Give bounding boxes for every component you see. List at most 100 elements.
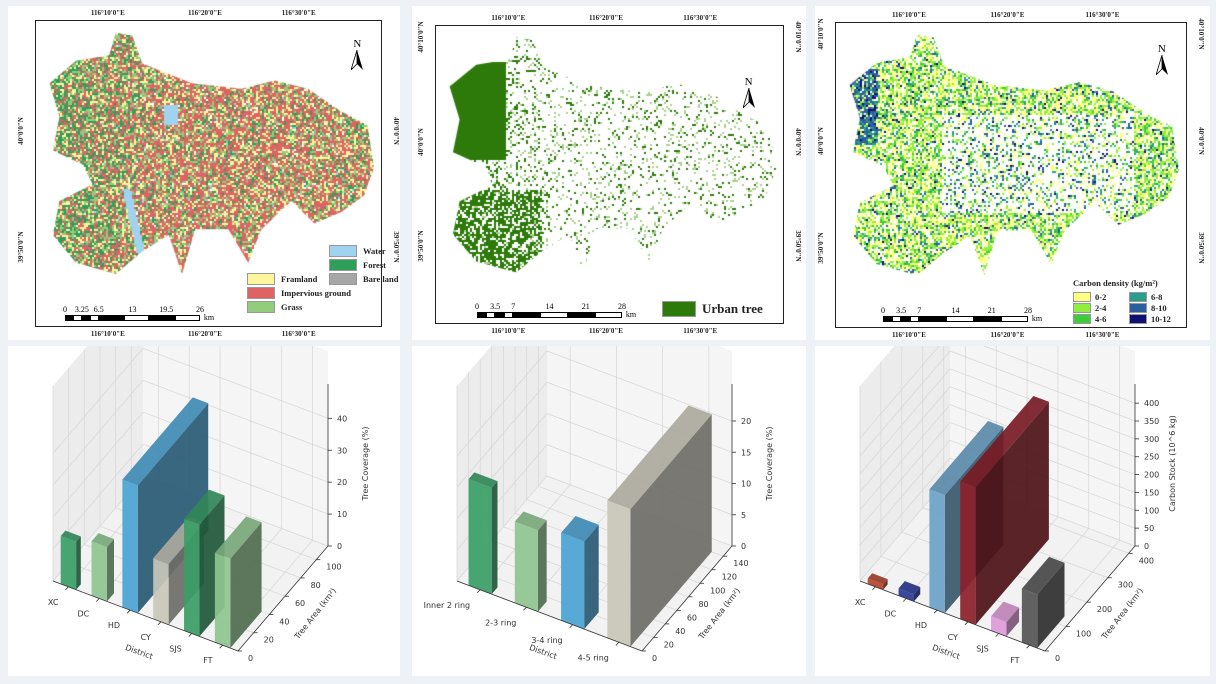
scale-unit: km [203, 313, 215, 322]
z-tick-label: 0 [741, 542, 746, 551]
scale-segment [513, 312, 541, 318]
x-axis-label: District [931, 643, 961, 661]
y-tick-label: 120 [722, 573, 737, 582]
z-tick-label: 350 [1144, 417, 1159, 426]
legend-swatch [247, 273, 275, 285]
x-tick [476, 589, 481, 594]
longitude-label-top: 116°20'0"E [188, 9, 222, 17]
x-tick [219, 644, 223, 649]
legend-label: Framland [281, 274, 318, 284]
gridline [949, 350, 1136, 422]
scale-tick-label: 14 [545, 302, 554, 311]
longitude-label-top: 116°10'0"E [491, 14, 526, 22]
scale-tick-label: 6.5 [93, 305, 104, 314]
legend-swatch [662, 301, 696, 317]
bar-4-5-ring [607, 405, 712, 647]
longitude-label-bottom: 116°10'0"E [891, 331, 926, 339]
legend-label: Urban tree [702, 301, 763, 316]
bar-side-face [975, 401, 1049, 625]
scale-unit: km [1031, 314, 1043, 323]
land-cover-map-panel: 116°10'0"E 116°10'0"E 116°20'0"E 116°20'0"E… [8, 6, 400, 340]
carbon-density-raster [836, 23, 1186, 327]
latitude-label-right: 40°10'0"N [1197, 18, 1205, 50]
bar-side-face [76, 536, 81, 590]
urban-tree-map [435, 25, 784, 324]
bar-front-face [514, 521, 538, 612]
x-tick [615, 641, 620, 646]
latitude-label-left: 40°10'0"N [817, 18, 825, 50]
latitude-label-right: 40°0'0"N [392, 116, 400, 145]
legend-swatch [1129, 292, 1147, 302]
x-tick-label: DC [885, 610, 897, 619]
urban-tree-raster [436, 26, 783, 323]
legend-item-forest: Forest [329, 259, 386, 271]
legend-swatch [247, 287, 275, 299]
gridline [859, 346, 940, 439]
legend-label: Impervious ground [281, 288, 351, 298]
bar-front-face [122, 479, 138, 614]
y-axis-line [1044, 545, 1136, 652]
z-tick-label: 0 [337, 542, 342, 551]
north-arrow: N [347, 38, 367, 71]
z-tick-label: 5 [741, 511, 746, 520]
scale-segment [149, 315, 175, 321]
latitude-label-right: 40°0'0"N [1197, 127, 1205, 156]
x-tick-label: XC [48, 598, 59, 607]
scale-tick-label: 21 [581, 302, 590, 311]
scale-bar: 0 3.25 6.5 13 19.5 26 km [63, 305, 220, 325]
gridline [142, 379, 329, 451]
scale-segment [540, 312, 568, 318]
legend-item-6-8: 6-8 [1129, 292, 1162, 302]
bar-top-face [929, 421, 1004, 496]
x-tick [995, 633, 1000, 637]
legend-item-10-12: 10-12 [1129, 314, 1171, 324]
z-tick-label: 100 [1144, 506, 1159, 515]
scale-segment [98, 315, 125, 321]
latitude-label-right: 40°10'0"N [794, 21, 802, 53]
gridline [859, 404, 951, 510]
bar-sjs [991, 601, 1020, 637]
x-tick [902, 598, 907, 602]
side-pane [53, 346, 143, 581]
longitude-label-top: 116°10'0"E [90, 9, 125, 17]
scale-segment [910, 316, 920, 322]
x-tick-label: Inner 2 ring [424, 601, 471, 610]
gridline [859, 457, 951, 564]
bar-front-face [60, 536, 77, 590]
bar-top-face [184, 489, 225, 525]
scale-tick-label: 7 [511, 302, 516, 311]
y-tick-label: 80 [698, 600, 708, 609]
y-tick-label: 20 [264, 636, 274, 645]
gridline [982, 346, 1136, 404]
x-tick [126, 609, 131, 614]
scale-segment [486, 312, 496, 318]
y-tick-label: 200 [1097, 605, 1112, 614]
y-tick-label: 100 [1076, 630, 1091, 639]
legend-swatch [1073, 292, 1091, 302]
y-tick-label: 400 [1139, 556, 1154, 565]
bar-front-face [561, 532, 585, 630]
latitude-label-left: 40°0'0"N [17, 116, 25, 145]
legend-item-4-6: 4-6 [1073, 314, 1106, 324]
gridline [859, 386, 951, 492]
scale-segment [892, 316, 902, 322]
bar-ft [1021, 556, 1065, 649]
scale-segment [65, 315, 74, 321]
y-axis-label: Tree Area (km²) [292, 586, 338, 641]
latitude-label-left: 40°0'0"N [417, 127, 425, 156]
scale-segment [90, 315, 99, 321]
bar-side-face [584, 524, 599, 630]
longitude-label-bottom: 116°20'0"E [589, 327, 623, 335]
bar-top-face [960, 395, 1049, 488]
longitude-label-top: 116°30'0"E [281, 9, 316, 17]
z-tick-label: 10 [741, 480, 751, 489]
bar-top-face [991, 601, 1020, 623]
bar-top-face [60, 530, 81, 542]
latitude-label-left: 40°0'0"N [817, 127, 825, 156]
gridline [859, 368, 951, 475]
legend-item-water: Water [329, 245, 386, 257]
bar-top-face [214, 516, 262, 559]
bar-top-face [122, 397, 209, 486]
legend-label: 10-12 [1151, 314, 1171, 324]
bar-front-face [468, 479, 492, 595]
